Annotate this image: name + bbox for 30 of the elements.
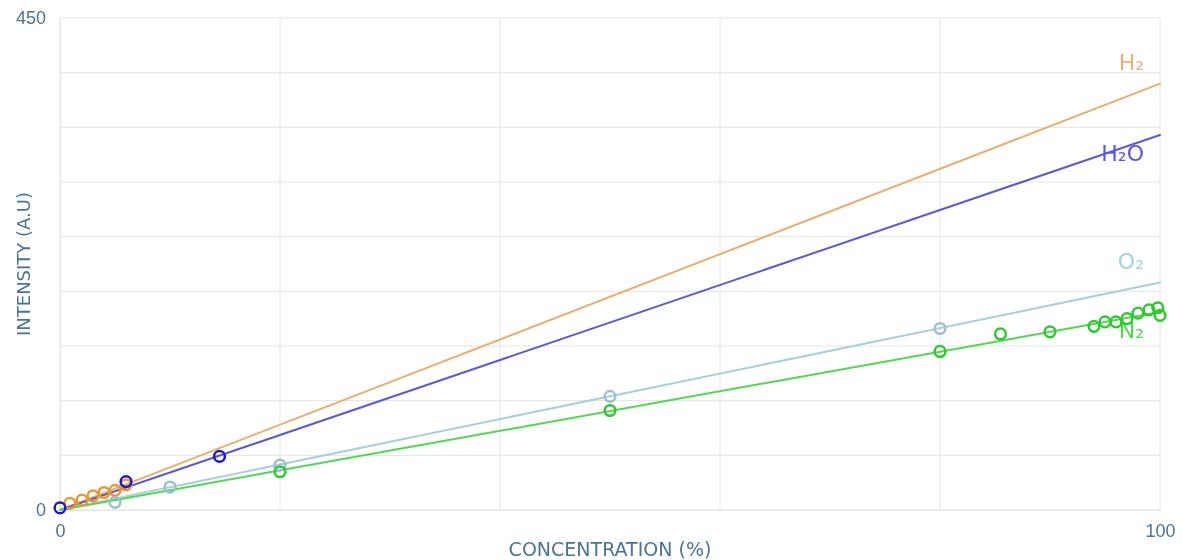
- point: [1151, 301, 1165, 315]
- point: [1087, 319, 1101, 333]
- point: [163, 480, 177, 494]
- point: [1043, 325, 1057, 339]
- point: [97, 485, 111, 500]
- point: [993, 327, 1008, 341]
- point: [119, 474, 133, 489]
- point: [53, 501, 67, 515]
- point: [212, 449, 227, 464]
- point: [1131, 306, 1145, 320]
- point: [1098, 315, 1112, 329]
- point: [933, 321, 947, 336]
- y-tick-label: 450: [15, 8, 46, 29]
- x-tick-label: 100: [1145, 520, 1176, 541]
- point: [273, 465, 287, 479]
- point: [603, 389, 617, 403]
- point: [933, 344, 947, 359]
- point: [1109, 315, 1123, 329]
- series-label: H₂O: [1101, 140, 1144, 166]
- point: [86, 489, 100, 503]
- point: [603, 403, 617, 418]
- point: [75, 493, 89, 507]
- point: [1153, 308, 1167, 322]
- point: [108, 495, 122, 509]
- series-label: H₂: [1118, 49, 1144, 75]
- series-label: O₂: [1117, 248, 1144, 274]
- point: [108, 483, 122, 497]
- y-axis-title: INTENSITY (A.U): [13, 192, 34, 336]
- x-axis-title: CONCENTRATION (%): [508, 538, 712, 560]
- point: [1142, 303, 1156, 317]
